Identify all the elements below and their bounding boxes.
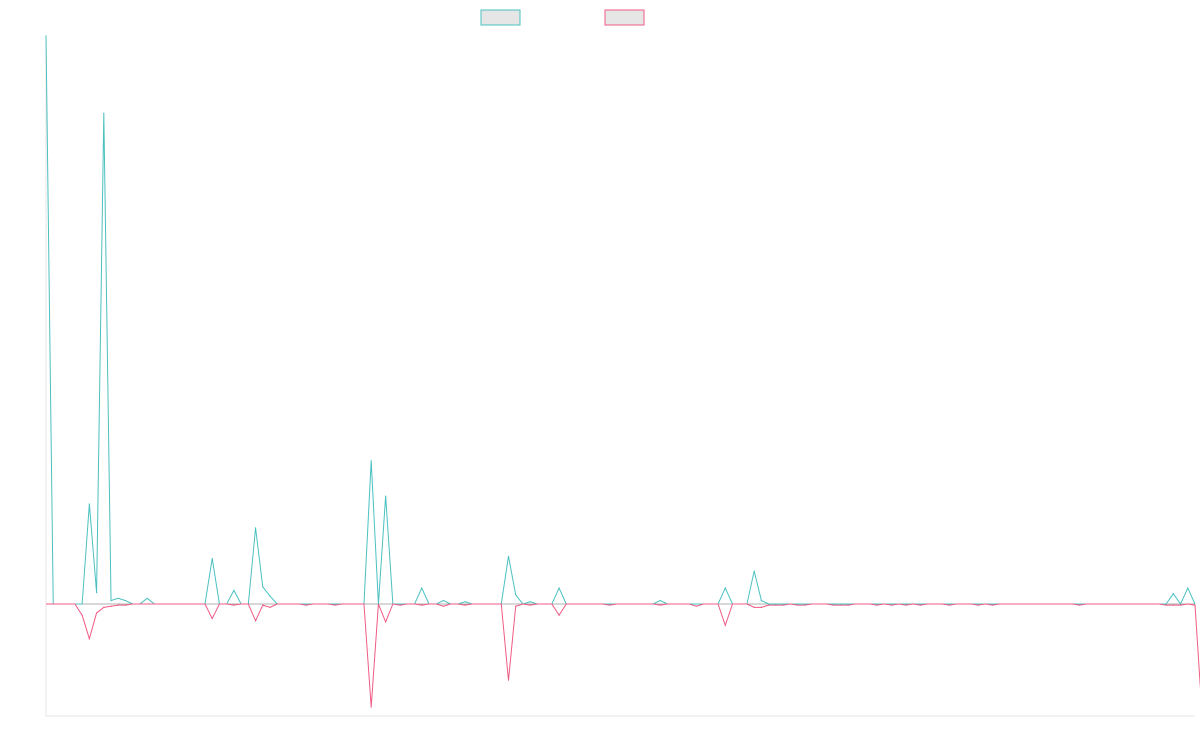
- series-2-point: [211, 617, 213, 620]
- series-1-point: [45, 35, 47, 37]
- series-1-point: [233, 589, 235, 591]
- series-1-point: [724, 587, 726, 589]
- series-2-point: [847, 604, 849, 606]
- series-2-point: [609, 604, 611, 606]
- series-2-point: [334, 604, 336, 606]
- series-2-point: [117, 604, 119, 606]
- series-2: [46, 603, 1200, 708]
- series-2-point: [659, 604, 661, 606]
- series-2-point: [233, 604, 235, 606]
- series-2-point: [254, 620, 257, 622]
- series-2-point: [1179, 604, 1182, 606]
- series-2-point: [385, 621, 387, 623]
- series-1-point: [117, 597, 119, 599]
- series-2-point: [782, 604, 784, 606]
- series-2-point: [1165, 604, 1167, 606]
- series-2-point: [753, 606, 755, 608]
- series-1-point: [370, 460, 372, 462]
- series-2-point: [421, 604, 423, 606]
- series-2-point: [977, 604, 979, 606]
- series-1-point: [269, 595, 271, 597]
- series-2-point: [768, 604, 770, 606]
- series-1-point: [760, 599, 763, 602]
- series-2-point: [507, 679, 510, 681]
- series-2-line: [46, 603, 1200, 708]
- series-2-point: [442, 605, 445, 607]
- series-2-point: [262, 604, 264, 606]
- series-2-point: [890, 604, 893, 606]
- series-1-point: [529, 601, 531, 603]
- series-1-point: [385, 495, 387, 497]
- series-2-point: [529, 604, 531, 606]
- series-2-point: [833, 604, 835, 606]
- series-2-point: [370, 706, 372, 708]
- series-1-point: [507, 555, 510, 557]
- series-1-point: [442, 599, 445, 602]
- series-2-point: [775, 604, 777, 606]
- series-1-point: [103, 112, 105, 114]
- series-2-point: [876, 604, 878, 606]
- series-1-point: [211, 557, 213, 560]
- series-2-point: [1194, 604, 1196, 606]
- legend[interactable]: [480, 9, 645, 26]
- series-2-point: [305, 604, 307, 606]
- series-2-point: [1078, 604, 1080, 606]
- series-2-point: [515, 605, 517, 607]
- series-2-point: [464, 604, 466, 606]
- series-1-point: [659, 599, 661, 602]
- series-2-point: [269, 606, 271, 608]
- axes: [45, 36, 1195, 717]
- series-1-point: [421, 587, 423, 589]
- series-1-point: [558, 587, 560, 589]
- series-2-point: [88, 638, 90, 640]
- series-2-point: [992, 604, 994, 606]
- series-2-point: [724, 624, 726, 626]
- series-layer: [45, 35, 1200, 708]
- series-2-point: [399, 604, 401, 606]
- series-2-point: [804, 604, 806, 606]
- series-2-point: [95, 612, 98, 614]
- series-2-point: [840, 604, 842, 606]
- series-1-point: [95, 592, 98, 594]
- series-2-point: [919, 604, 922, 606]
- series-1-point: [254, 527, 257, 529]
- series-2-point: [81, 614, 83, 616]
- series-2-point: [1172, 604, 1174, 606]
- series-1-point: [1172, 593, 1174, 595]
- series-1-point: [464, 601, 466, 603]
- series-1-point: [88, 503, 90, 505]
- series-2-point: [558, 614, 560, 616]
- series-1-line: [45, 35, 1196, 606]
- legend-swatch-series-2[interactable]: [604, 9, 645, 26]
- series-2-point: [695, 605, 697, 607]
- series-2-point: [760, 606, 763, 608]
- series-1-point: [110, 599, 112, 602]
- series-2-point: [110, 605, 112, 607]
- series-1-point: [146, 597, 148, 599]
- legend-swatch-series-1[interactable]: [480, 9, 521, 26]
- series-2-point: [796, 604, 799, 606]
- series-1-point: [515, 594, 517, 596]
- series-2-point: [905, 604, 907, 606]
- series-2-point: [103, 606, 105, 608]
- series-2-point: [948, 604, 950, 606]
- series-1: [45, 35, 1196, 606]
- series-1-point: [262, 586, 264, 588]
- series-1-point: [753, 570, 755, 572]
- series-2-point: [124, 604, 127, 606]
- series-1-point: [1187, 587, 1189, 589]
- series-1-point: [124, 599, 127, 602]
